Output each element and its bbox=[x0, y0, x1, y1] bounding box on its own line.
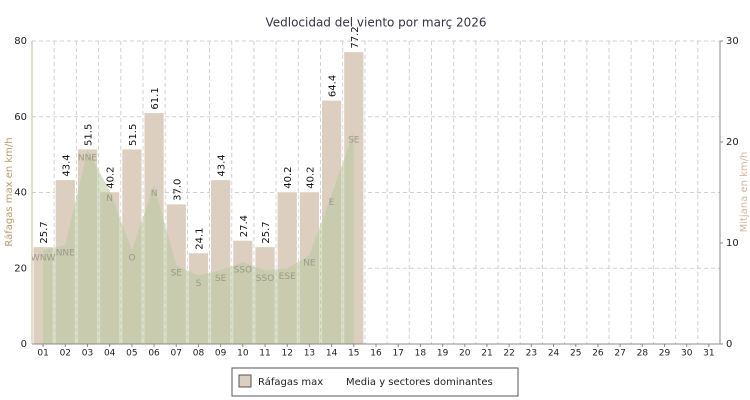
sector-label: O bbox=[128, 254, 135, 264]
x-tick-label: 01 bbox=[37, 349, 48, 359]
x-tick-label: 03 bbox=[82, 349, 93, 359]
x-tick-label: 14 bbox=[326, 349, 338, 359]
x-tick-label: 07 bbox=[171, 349, 182, 359]
y-tick-label: 40 bbox=[14, 188, 27, 199]
legend-label: Media y sectores dominantes bbox=[346, 377, 493, 388]
sector-label: S bbox=[196, 279, 202, 289]
x-tick-label: 16 bbox=[370, 349, 382, 359]
x-tick-label: 23 bbox=[526, 349, 537, 359]
value-label: 51.5 bbox=[83, 124, 94, 146]
x-tick-label: 20 bbox=[459, 349, 471, 359]
sector-label: NE bbox=[303, 259, 316, 269]
sector-label: SE bbox=[348, 135, 360, 145]
value-label: 64.4 bbox=[328, 75, 339, 97]
x-tick-label: 09 bbox=[215, 349, 227, 359]
chart-title: Vedlocidad del viento por març 2026 bbox=[265, 16, 486, 30]
legend-label: Ráfagas max bbox=[258, 376, 323, 388]
y2-tick-label: 0 bbox=[726, 339, 732, 350]
y-tick-label: 0 bbox=[21, 339, 27, 350]
y-tick-label: 20 bbox=[14, 263, 27, 274]
sector-label: ESE bbox=[279, 272, 296, 282]
value-label: 51.5 bbox=[128, 124, 139, 146]
legend-box bbox=[231, 367, 519, 397]
x-tick-label: 25 bbox=[570, 349, 581, 359]
sector-label: N bbox=[106, 194, 113, 204]
y-tick-label: 80 bbox=[14, 36, 27, 47]
x-tick-label: 02 bbox=[60, 349, 71, 359]
x-tick-label: 29 bbox=[659, 349, 671, 359]
y-tick-label: 60 bbox=[14, 112, 27, 123]
sector-label: NNE bbox=[56, 249, 75, 259]
x-tick-label: 31 bbox=[703, 349, 714, 359]
value-label: 77.2 bbox=[350, 26, 361, 48]
y2-tick-label: 10 bbox=[726, 238, 739, 249]
value-label: 25.7 bbox=[39, 221, 50, 243]
x-tick-label: 18 bbox=[415, 349, 427, 359]
value-label: 40.2 bbox=[305, 166, 316, 188]
sector-label: SSO bbox=[234, 266, 253, 276]
x-tick-label: 17 bbox=[392, 349, 403, 359]
x-tick-label: 06 bbox=[148, 349, 160, 359]
sector-label: WNW bbox=[31, 254, 56, 264]
sector-label: N bbox=[151, 189, 158, 199]
media-area bbox=[43, 131, 354, 344]
x-tick-label: 26 bbox=[592, 349, 604, 359]
x-tick-label: 28 bbox=[637, 349, 649, 359]
x-tick-label: 24 bbox=[548, 349, 560, 359]
sector-label: NNE bbox=[78, 154, 97, 164]
x-tick-label: 12 bbox=[281, 349, 292, 359]
sector-label: SE bbox=[171, 269, 183, 279]
x-tick-label: 10 bbox=[237, 349, 249, 359]
value-label: 40.2 bbox=[283, 166, 294, 188]
y2-tick-label: 20 bbox=[726, 137, 739, 148]
x-tick-label: 13 bbox=[304, 349, 315, 359]
x-tick-label: 04 bbox=[104, 349, 116, 359]
sector-label: E bbox=[329, 198, 335, 208]
y2-axis-label: Mitjana en km/h bbox=[739, 152, 750, 233]
y-axis-label: Ráfagas max en km/h bbox=[3, 137, 15, 246]
value-label: 43.4 bbox=[61, 154, 72, 176]
x-tick-label: 08 bbox=[193, 349, 205, 359]
x-tick-label: 27 bbox=[614, 349, 625, 359]
sector-label: SSO bbox=[256, 274, 275, 284]
value-label: 25.7 bbox=[261, 221, 272, 243]
legend-swatch bbox=[238, 374, 252, 388]
x-tick-label: 11 bbox=[259, 349, 270, 359]
value-label: 40.2 bbox=[106, 166, 117, 188]
x-tick-label: 22 bbox=[503, 349, 514, 359]
value-label: 43.4 bbox=[217, 154, 228, 176]
y2-tick-label: 30 bbox=[726, 36, 739, 47]
value-label: 27.4 bbox=[239, 215, 250, 237]
value-label: 37.0 bbox=[172, 179, 183, 201]
x-tick-label: 15 bbox=[348, 349, 359, 359]
value-label: 61.1 bbox=[150, 87, 161, 109]
sector-label: SE bbox=[215, 274, 227, 284]
x-tick-label: 05 bbox=[126, 349, 137, 359]
x-tick-label: 19 bbox=[437, 349, 449, 359]
x-tick-label: 30 bbox=[681, 349, 693, 359]
value-label: 24.1 bbox=[194, 227, 205, 249]
x-tick-label: 21 bbox=[481, 349, 492, 359]
